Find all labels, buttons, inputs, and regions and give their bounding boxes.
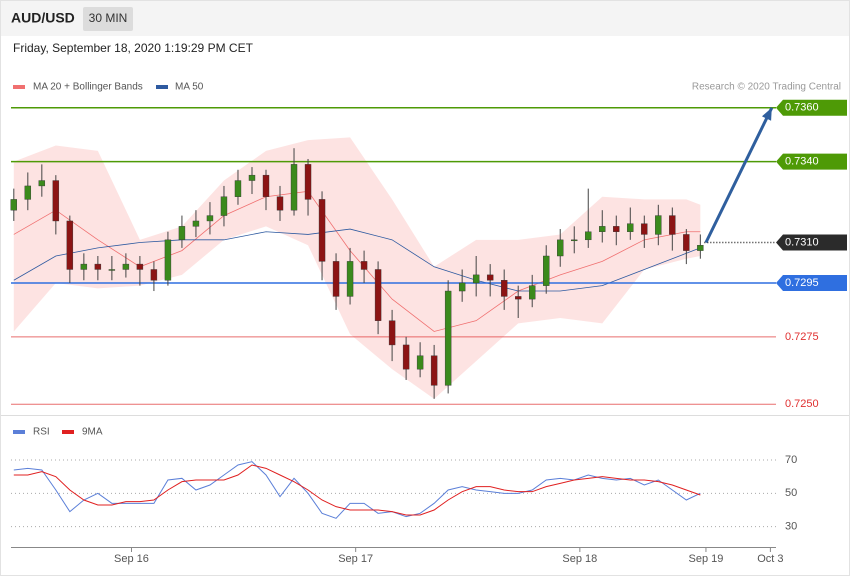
x-tick-label: Oct 3 [757, 553, 783, 565]
candle-body [290, 164, 298, 211]
legend-swatch [62, 430, 74, 434]
interval-pill [83, 7, 133, 31]
x-tick-label: Sep 17 [338, 553, 373, 565]
candle-body [234, 180, 242, 197]
candle-body [220, 196, 228, 216]
candle-body [599, 226, 606, 232]
candle-body [178, 226, 186, 241]
candle-body [543, 255, 550, 286]
level-box [776, 274, 847, 291]
level-label: 0.7310 [785, 236, 819, 248]
series-line [13, 464, 701, 516]
level-label: 0.7340 [785, 156, 819, 168]
candle-body [641, 223, 648, 235]
ma20-line [13, 190, 701, 332]
candle-body [66, 220, 74, 270]
candle-body [444, 290, 452, 386]
x-tick-label: Sep 18 [562, 553, 597, 565]
candle-body [472, 274, 480, 284]
legend-swatch [156, 85, 168, 89]
candle-body [318, 199, 326, 262]
x-tick-label: Sep 19 [689, 553, 724, 565]
candle-body [585, 231, 592, 241]
candle-body [192, 220, 200, 227]
candle-body [486, 274, 494, 281]
bollinger-band [13, 137, 701, 399]
candle-body [10, 199, 18, 211]
candle-body [458, 282, 466, 292]
candle-body [346, 261, 354, 297]
candle-body [388, 320, 396, 346]
candle-body [38, 180, 46, 187]
candle-body [529, 285, 536, 300]
interval: 30 MIN [89, 11, 128, 25]
candle-body [655, 215, 662, 235]
candle-body [52, 180, 60, 222]
candle-body [136, 263, 144, 270]
legend-label: 9MA [82, 427, 103, 438]
candle-body [360, 261, 368, 270]
candle-body [613, 226, 620, 232]
candle-body [683, 234, 690, 251]
candle-body [416, 355, 424, 370]
candle-body [150, 269, 158, 281]
level-label: 0.7360 [785, 102, 819, 114]
candle-body [571, 239, 578, 242]
level-label: 0.7275 [785, 331, 819, 343]
candle-body [262, 174, 270, 197]
candle-body [627, 223, 634, 232]
level-box [776, 153, 847, 170]
datetime: Friday, September 18, 2020 1:19:29 PM CE… [13, 41, 254, 55]
y-tick-label: 50 [785, 487, 797, 499]
candle-body [514, 296, 522, 300]
candle-body [94, 263, 102, 270]
candle-body [248, 174, 256, 181]
arrow-head [761, 107, 772, 121]
level-label: 0.7250 [785, 398, 819, 410]
candle-body [304, 164, 312, 200]
candle-body [332, 261, 340, 297]
candle-body [122, 263, 130, 270]
credit: Research © 2020 Trading Central [692, 82, 841, 93]
x-tick-label: Sep 16 [114, 553, 149, 565]
candle-body [80, 263, 88, 270]
y-tick-label: 70 [785, 454, 797, 466]
candle-body [500, 280, 508, 297]
projection-arrow [704, 107, 774, 244]
legend-label: MA 20 + Bollinger Bands [33, 82, 143, 93]
legend-swatch [13, 430, 25, 434]
symbol: AUD/USD [11, 10, 75, 26]
level-box [776, 234, 847, 251]
candle-body [374, 269, 382, 321]
candle-body [206, 215, 214, 222]
candle-body [557, 239, 564, 257]
candle-body [24, 185, 32, 200]
candle-body [697, 245, 704, 251]
candle-body [276, 196, 284, 211]
legend-label: MA 50 [175, 82, 204, 93]
candle-body [402, 344, 410, 370]
candle-body [430, 355, 438, 386]
level-box [776, 99, 847, 116]
candle-body [669, 215, 676, 235]
level-label: 0.7295 [785, 277, 819, 289]
legend-swatch [13, 85, 25, 89]
series-line [13, 461, 701, 519]
y-tick-label: 30 [785, 521, 797, 533]
candle-body [108, 269, 116, 271]
header-bar [1, 1, 849, 36]
candle-body [164, 239, 172, 281]
legend-label: RSI [33, 427, 50, 438]
